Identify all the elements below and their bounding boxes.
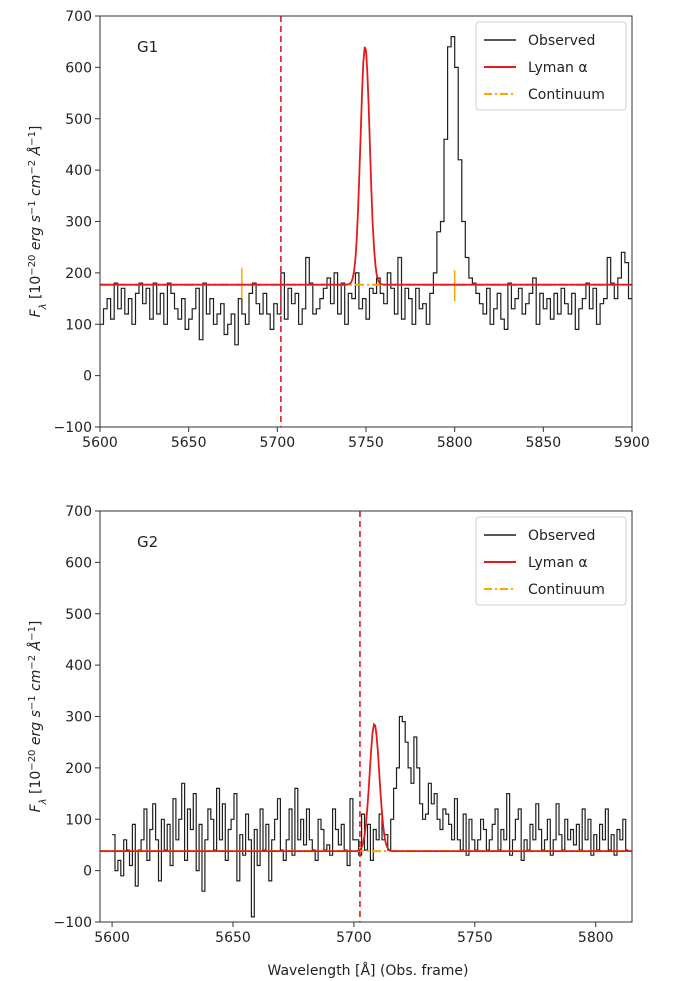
y-tick-label: 400 [65,163,92,179]
y-tick-label: 100 [65,812,92,828]
legend-item: Observed [484,528,595,544]
y-tick-label: 700 [65,504,92,520]
panel-g2: 5600 5650 5700 5750 5800 −100 0 100 200 300 400 500… [27,504,633,946]
y-tick-label: −100 [54,420,92,436]
y-tick-label: 0 [83,369,92,385]
x-tick-label: 5900 [614,435,650,451]
x-tick-label: 5800 [437,435,473,451]
legend-label: Observed [528,528,595,544]
y-tick-label: 200 [65,761,92,777]
legend-box [475,516,627,606]
y-tick-label: 600 [65,555,92,571]
x-axis-label: Wavelength [Å] (Obs. frame) [268,962,469,979]
y-tick-label: 0 [83,864,92,880]
legend-label: Observed [528,33,595,49]
legend: Observed Lyman α Continuum [475,21,627,111]
legend-item: Observed [484,33,595,49]
legend-label: Continuum [528,582,605,598]
x-tick-label: 5650 [215,930,251,946]
panel-label: G1 [137,38,158,56]
x-tick-label: 5800 [578,930,614,946]
x-tick-label: 5750 [348,435,384,451]
legend-label: Continuum [528,87,605,103]
panel-label: G2 [137,533,158,551]
legend-label: Lyman α [528,555,588,571]
y-tick-label: 100 [65,317,92,333]
y-tick-label: 200 [65,266,92,282]
panel-g1: 5600 5650 5700 5750 5800 5850 5900 −100 0 100 200 3… [27,9,650,451]
legend-item: Continuum [484,582,605,598]
x-tick-label: 5700 [336,930,372,946]
plot-area [100,511,632,922]
lyman-alpha-fit-line [100,46,632,286]
plot-area [100,16,632,427]
y-tick-label: 300 [65,215,92,231]
x-tick-label: 5850 [526,435,562,451]
y-axis-label: Fλ [10−20 erg s−1 cm−2 Å−1] [27,126,49,318]
y-tick-label: 600 [65,60,92,76]
x-tick-label: 5700 [260,435,296,451]
observed-spectrum-line [100,36,632,346]
legend-box [475,21,627,111]
x-tick-label: 5600 [82,435,118,451]
legend: Observed Lyman α Continuum [475,516,627,606]
y-tick-label: 500 [65,607,92,623]
y-tick-label: 500 [65,112,92,128]
x-tick-label: 5600 [94,930,130,946]
x-tick-label: 5750 [457,930,493,946]
y-tick-label: −100 [54,915,92,931]
legend-item: Continuum [484,87,605,103]
y-tick-label: 300 [65,710,92,726]
y-tick-label: 400 [65,658,92,674]
legend-item: Lyman α [484,555,588,571]
lyman-alpha-fit-line [100,722,632,852]
y-axis-label: Fλ [10−20 erg s−1 cm−2 Å−1] [27,621,49,813]
legend-label: Lyman α [528,60,588,76]
observed-spectrum-line [112,715,629,918]
legend-item: Lyman α [484,60,588,76]
y-tick-label: 700 [65,9,92,25]
x-tick-label: 5650 [171,435,207,451]
